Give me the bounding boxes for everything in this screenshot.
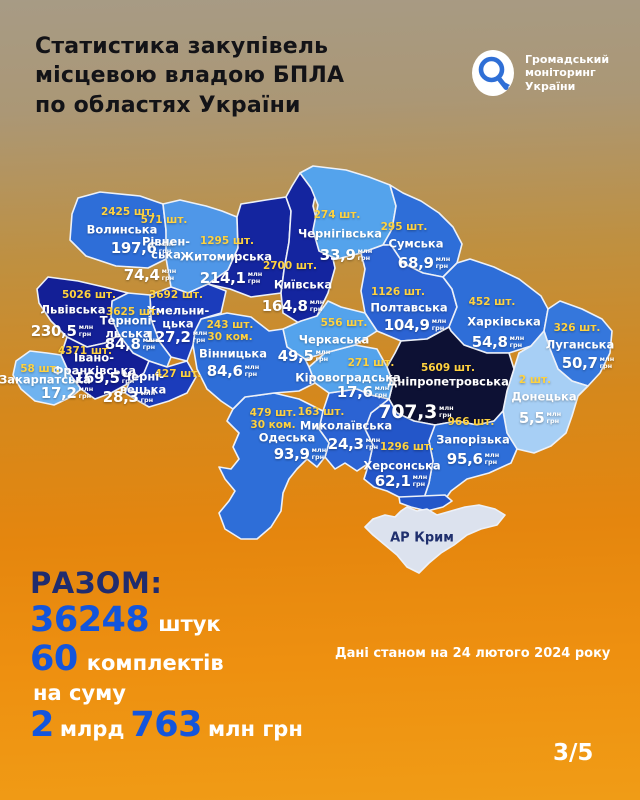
page-title: Статистика закупівель місцевою владою БП… — [35, 32, 344, 120]
crimea-shape — [364, 504, 506, 574]
title-line-2: місцевою владою БПЛА — [35, 63, 345, 89]
oblast-shape-zakarpatska — [12, 350, 82, 406]
summary-kits-value: 60 — [30, 638, 78, 679]
oblast-shape-donetska — [502, 330, 589, 454]
summary-sum-value-1: 2 — [30, 704, 54, 745]
summary-units-row: 36248 штук — [30, 602, 303, 639]
logo-line-2: моніторинг — [525, 66, 596, 80]
oblast-shape-chernivetska — [124, 360, 197, 408]
oblast-shape-zaporizka — [422, 410, 518, 510]
org-logo: Громадський моніторинг України — [470, 48, 609, 98]
logo-line-1: Громадський — [525, 52, 610, 66]
summary-kits-row: 60 комплектів — [30, 638, 303, 679]
oblast-shape-odeska — [218, 392, 330, 540]
summary-sum-label-1: млрд — [59, 716, 125, 741]
title-line-3: по областях України — [35, 92, 301, 118]
org-logo-text: Громадський моніторинг України — [525, 53, 609, 93]
oblast-shape-vinnytska — [192, 312, 316, 410]
title-line-1: Статистика закупівель — [35, 34, 329, 59]
summary-units-label: штук — [158, 612, 221, 636]
summary-sum-label-2: млн грн — [207, 716, 303, 741]
logo-line-3: України — [525, 79, 576, 93]
summary-title: РАЗОМ: — [30, 566, 163, 600]
summary-sum-prefix: на суму — [33, 680, 126, 705]
page-indicator: 3/5 — [553, 740, 594, 766]
summary-sum-value-2: 763 — [130, 704, 202, 745]
crimea-label: АР Крим — [390, 530, 454, 546]
magnifier-icon — [472, 50, 514, 96]
oblast-shape-volynska — [69, 191, 169, 269]
data-date-note: Дані станом на 24 лютого 2024 року — [335, 646, 611, 661]
summary-sum-row: 2 млрд 763 млн грн — [30, 704, 303, 745]
summary-kits-label: комплектів — [86, 650, 224, 675]
summary-units-value: 36248 — [30, 600, 150, 640]
oblast-shape-khersonska-coastal-strip — [398, 494, 453, 512]
summary-totals: РАЗОМ: 36248 штук 60 комплектів на суму … — [30, 566, 303, 743]
